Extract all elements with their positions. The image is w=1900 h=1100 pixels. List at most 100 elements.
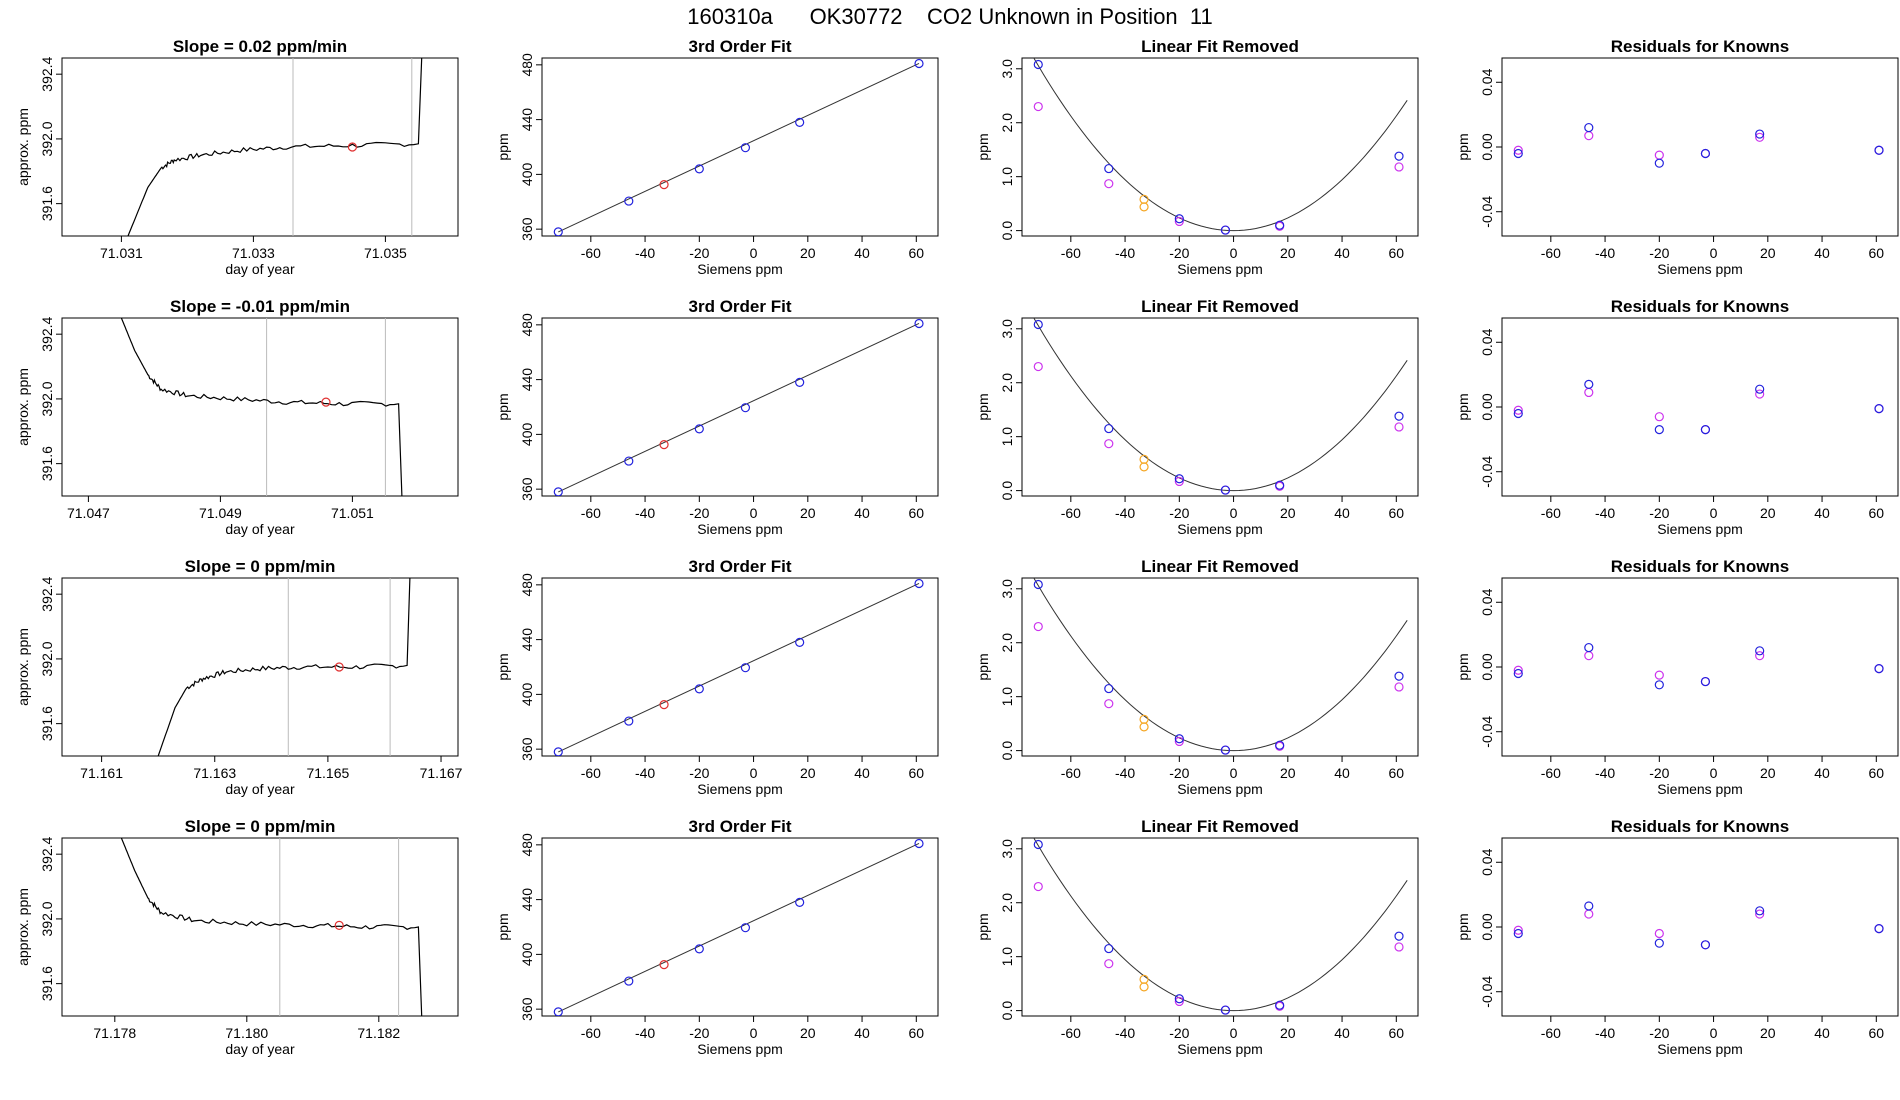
y-tick-label: 0.04 xyxy=(1479,848,1495,875)
plot-area xyxy=(120,838,423,1016)
standard-point xyxy=(1104,683,1114,694)
x-tick-label: 71.178 xyxy=(93,1025,136,1041)
plot-frame xyxy=(61,577,459,757)
magenta-point xyxy=(1755,389,1765,399)
magenta-point xyxy=(1654,670,1664,680)
y-tick-label: 400 xyxy=(519,162,535,186)
x-tick-label: 20 xyxy=(1760,505,1776,521)
concentration-trace xyxy=(120,318,403,496)
x-tick-label: -60 xyxy=(1541,505,1561,521)
quadratic-curve xyxy=(1033,58,1408,232)
x-tick-label: -20 xyxy=(1169,765,1189,781)
residual-point xyxy=(1755,384,1765,394)
magenta-point xyxy=(1033,361,1043,372)
x-tick-label: 40 xyxy=(1814,245,1830,261)
magenta-point xyxy=(1513,665,1523,675)
x-tick-label: -60 xyxy=(581,245,601,261)
plot-frame xyxy=(541,317,939,497)
plot-frame xyxy=(541,837,939,1017)
plot-frame xyxy=(1501,837,1899,1017)
x-tick-label: 0 xyxy=(750,1025,758,1041)
y-tick-label: 2.0 xyxy=(999,113,1015,133)
magenta-point xyxy=(1174,476,1184,487)
residual-point xyxy=(1700,676,1711,687)
magenta-point xyxy=(1513,145,1523,155)
x-tick-label: 71.031 xyxy=(100,245,143,261)
unknown-point xyxy=(1139,194,1149,204)
x-tick-label: 0 xyxy=(1230,505,1238,521)
x-tick-label: -20 xyxy=(1649,245,1669,261)
x-tick-label: -60 xyxy=(1061,505,1081,521)
x-tick-label: 60 xyxy=(1389,505,1405,521)
standard-point xyxy=(1394,411,1404,421)
standard-point xyxy=(740,663,751,673)
standard-point xyxy=(1033,839,1043,850)
residual-point xyxy=(1874,664,1884,674)
y-axis-label: approx. ppm xyxy=(15,628,31,706)
standard-point xyxy=(694,944,704,954)
y-tick-label: 0.0 xyxy=(999,1001,1015,1021)
residual-point xyxy=(1874,924,1884,934)
magenta-point xyxy=(1174,216,1184,227)
x-tick-label: -40 xyxy=(1115,245,1135,261)
y-tick-label: 1.0 xyxy=(999,167,1015,187)
unknown-point xyxy=(1139,982,1149,992)
y-tick-label: 480 xyxy=(519,573,535,597)
panel-title: Linear Fit Removed xyxy=(1141,297,1299,316)
x-tick-label: 60 xyxy=(1869,1025,1885,1041)
x-tick-label: -60 xyxy=(581,505,601,521)
x-tick-label: 0 xyxy=(1710,505,1718,521)
y-axis-label: ppm xyxy=(1455,393,1471,420)
plot-area xyxy=(1513,122,1884,168)
panel-title: Residuals for Knowns xyxy=(1611,817,1790,836)
x-tick-label: 71.047 xyxy=(67,505,110,521)
x-tick-label: 71.033 xyxy=(232,245,275,261)
x-tick-label: 40 xyxy=(854,505,870,521)
y-tick-label: 392.4 xyxy=(39,836,55,871)
panel-title: Slope = 0 ppm/min xyxy=(185,557,336,576)
magenta-point xyxy=(1104,179,1114,189)
x-axis-label: Siemens ppm xyxy=(697,521,783,537)
y-axis-label: approx. ppm xyxy=(15,888,31,966)
y-tick-label: 392.4 xyxy=(39,56,55,91)
x-tick-label: 60 xyxy=(1389,765,1405,781)
residual-point xyxy=(1513,928,1523,939)
x-tick-label: 20 xyxy=(1760,245,1776,261)
y-tick-label: 440 xyxy=(519,368,535,392)
quadratic-curve xyxy=(1033,838,1408,1012)
y-tick-label: 480 xyxy=(519,833,535,857)
x-axis-label: Siemens ppm xyxy=(1177,1041,1263,1057)
y-tick-label: 0.00 xyxy=(1479,913,1495,940)
standard-point xyxy=(1220,485,1231,495)
x-tick-label: 0 xyxy=(1710,245,1718,261)
sample-mean-point xyxy=(334,662,344,672)
x-tick-label: 20 xyxy=(1760,1025,1776,1041)
standard-point xyxy=(553,1007,563,1016)
panel-title: Residuals for Knowns xyxy=(1611,297,1790,316)
linear-removed-panel-4: Linear Fit Removed -60 -40 -20 0 20 40 60 0.0 1.0… xyxy=(975,817,1419,1057)
fit-line xyxy=(558,843,920,1013)
y-tick-label: 0.04 xyxy=(1479,328,1495,355)
x-tick-label: 20 xyxy=(1280,245,1296,261)
magenta-point xyxy=(1584,909,1594,919)
y-tick-label: 440 xyxy=(519,628,535,652)
panel-title: Residuals for Knowns xyxy=(1611,37,1790,56)
panel-title: 3rd Order Fit xyxy=(689,557,792,576)
timeseries-panel-4: Slope = 0 ppm/min 71.178 71.180 71.182 391.6… xyxy=(15,817,459,1057)
plot-frame xyxy=(1021,837,1419,1017)
quadratic-curve xyxy=(1033,578,1408,752)
residuals-panel-4: Residuals for Knowns -60 -40 -20 0 20 40 60 -0.0… xyxy=(1455,817,1899,1057)
plot-area xyxy=(1033,578,1408,755)
plot-area xyxy=(127,58,423,236)
plot-frame xyxy=(1501,57,1899,237)
residual-point xyxy=(1874,145,1884,155)
standard-point xyxy=(1033,59,1043,70)
x-axis-label: day of year xyxy=(225,781,295,797)
x-tick-label: -60 xyxy=(581,1025,601,1041)
fit-panel-2: 3rd Order Fit -60 -40 -20 0 20 40 60 360 400 440 48… xyxy=(495,297,939,537)
x-tick-label: -60 xyxy=(581,765,601,781)
residual-point xyxy=(1874,404,1884,414)
x-tick-label: -40 xyxy=(1115,765,1135,781)
x-tick-label: 20 xyxy=(800,765,816,781)
magenta-point xyxy=(1394,162,1404,172)
